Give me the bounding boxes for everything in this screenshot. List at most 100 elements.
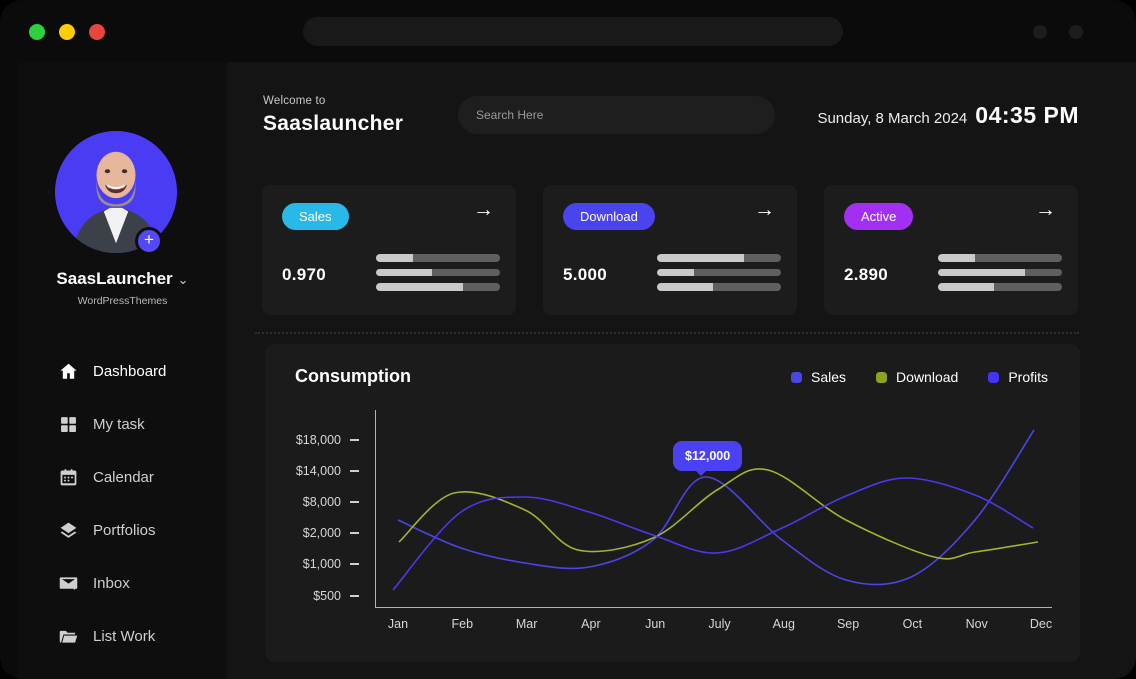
sidebar-nav-label: Dashboard bbox=[93, 362, 167, 380]
sidebar-item-inbox[interactable]: Inbox bbox=[18, 564, 227, 602]
x-tick-label: Dec bbox=[1029, 617, 1053, 631]
arrow-right-icon[interactable] bbox=[1035, 198, 1056, 222]
stat-bars bbox=[938, 254, 1062, 291]
stat-card-active: Active 2.890 bbox=[824, 185, 1078, 315]
progress-bar bbox=[376, 268, 500, 276]
dotted-divider bbox=[255, 332, 1079, 334]
sidebar-item-portfolios[interactable]: Portfolios bbox=[18, 511, 227, 549]
legend-item-sales[interactable]: Sales bbox=[791, 369, 846, 385]
inbox-icon bbox=[58, 573, 79, 594]
traffic-light-yellow[interactable] bbox=[59, 24, 75, 40]
sidebar-item-list-work[interactable]: List Work bbox=[18, 617, 227, 655]
sidebar-item-my-task[interactable]: My task bbox=[18, 405, 227, 443]
y-axis-tick: $8,000 bbox=[303, 495, 359, 509]
y-axis-tick: $1,000 bbox=[303, 557, 359, 571]
chart-lines bbox=[392, 429, 1039, 591]
progress-bar bbox=[657, 283, 781, 291]
legend-item-profits[interactable]: Profits bbox=[988, 369, 1048, 385]
x-tick-label: Feb bbox=[451, 617, 474, 631]
search-input[interactable] bbox=[458, 96, 775, 134]
stat-bars bbox=[376, 254, 500, 291]
home-icon bbox=[58, 361, 79, 382]
progress-bar bbox=[938, 254, 1062, 262]
y-tick-mark bbox=[350, 470, 359, 472]
progress-bar bbox=[938, 283, 1062, 291]
x-tick-label: Nov bbox=[965, 617, 988, 631]
y-tick-mark bbox=[350, 501, 359, 503]
y-tick-mark bbox=[350, 532, 359, 534]
time-label: 04:35 PM bbox=[975, 102, 1079, 128]
profile-name-text: SaasLauncher bbox=[56, 269, 173, 288]
chart-plot-area: $12,000 $18,000 $14,000 $8,000 $2,000 $1,000… bbox=[296, 410, 1052, 631]
legend-item-download[interactable]: Download bbox=[876, 369, 958, 385]
main-content: Welcome to Saaslauncher Sunday, 8 March … bbox=[227, 62, 1136, 679]
stat-badge: Active bbox=[844, 203, 914, 230]
calendar-icon bbox=[58, 467, 79, 488]
y-tick-mark bbox=[350, 439, 359, 441]
y-axis-tick: $2,000 bbox=[303, 526, 359, 540]
legend-label: Download bbox=[896, 369, 959, 385]
titlebar-button-1[interactable] bbox=[1033, 25, 1047, 39]
x-tick-label: Apr bbox=[581, 617, 601, 631]
legend-dot bbox=[876, 371, 888, 383]
titlebar-button-2[interactable] bbox=[1069, 25, 1083, 39]
traffic-light-red[interactable] bbox=[89, 24, 105, 40]
stat-badge: Download bbox=[563, 203, 655, 230]
profile-subtitle: WordPressThemes bbox=[77, 295, 168, 307]
chevron-down-icon: ⌄ bbox=[177, 272, 189, 287]
sidebar-item-dashboard[interactable]: Dashboard bbox=[18, 352, 227, 390]
sidebar-nav: Dashboard My task Calendar Portfolios In… bbox=[18, 352, 227, 670]
page-title: Saaslauncher bbox=[263, 112, 404, 135]
x-tick-label: July bbox=[708, 617, 731, 631]
progress-bar bbox=[657, 268, 781, 276]
date-label: Sunday, 8 March 2024 bbox=[817, 110, 968, 127]
series-line-profits bbox=[392, 477, 1034, 591]
arrow-right-icon[interactable] bbox=[754, 198, 775, 222]
y-axis-tick: $18,000 bbox=[296, 433, 359, 447]
sidebar-nav-label: List Work bbox=[93, 627, 156, 645]
sidebar-item-calendar[interactable]: Calendar bbox=[18, 458, 227, 496]
sidebar-nav-label: Inbox bbox=[93, 574, 130, 592]
y-tick-label: $1,000 bbox=[302, 557, 341, 571]
consumption-chart-card: Consumption Sales Download Profits $12,0… bbox=[265, 344, 1080, 662]
legend-dot bbox=[791, 371, 803, 383]
legend-label: Profits bbox=[1008, 369, 1048, 385]
x-tick-label: Aug bbox=[772, 617, 795, 631]
y-tick-label: $8,000 bbox=[302, 495, 341, 509]
stat-bars bbox=[657, 254, 781, 291]
progress-bar bbox=[938, 268, 1062, 276]
progress-bar bbox=[657, 254, 781, 262]
y-tick-mark bbox=[350, 595, 359, 597]
y-tick-label: $500 bbox=[313, 589, 341, 603]
profile-name[interactable]: SaasLauncher ⌄ bbox=[18, 269, 227, 289]
stat-value: 2.890 bbox=[844, 265, 889, 284]
y-axis-tick: $500 bbox=[313, 589, 359, 603]
stat-value: 0.970 bbox=[282, 265, 327, 284]
sidebar: SaasLauncher ⌄ WordPressThemes Dashboard … bbox=[18, 62, 227, 679]
grid-icon bbox=[58, 414, 79, 435]
legend-label: Sales bbox=[811, 369, 847, 385]
progress-bar bbox=[376, 254, 500, 262]
y-tick-label: $18,000 bbox=[295, 433, 341, 447]
sidebar-nav-label: Portfolios bbox=[93, 521, 156, 539]
x-tick-label: Sep bbox=[836, 617, 860, 631]
search-box bbox=[458, 96, 775, 134]
welcome-label: Welcome to bbox=[263, 95, 326, 107]
avatar bbox=[55, 131, 177, 253]
stat-cards: Sales 0.970 Download 5.000 Active 2.890 bbox=[262, 185, 1078, 315]
legend-dot bbox=[988, 371, 1000, 383]
titlebar bbox=[0, 0, 1136, 62]
stat-badge: Sales bbox=[282, 203, 349, 230]
traffic-lights bbox=[29, 24, 105, 40]
sidebar-nav-label: My task bbox=[93, 415, 145, 433]
series-line-sales bbox=[397, 429, 1035, 586]
chart-legend: Sales Download Profits bbox=[791, 369, 1048, 385]
traffic-light-green[interactable] bbox=[29, 24, 45, 40]
layers-icon bbox=[58, 520, 79, 541]
address-bar[interactable] bbox=[303, 17, 843, 46]
arrow-right-icon[interactable] bbox=[473, 198, 494, 222]
profile-section bbox=[55, 131, 177, 255]
add-profile-button[interactable] bbox=[135, 227, 163, 255]
series-line-download bbox=[398, 468, 1039, 560]
x-tick-label: Jun bbox=[645, 617, 666, 631]
